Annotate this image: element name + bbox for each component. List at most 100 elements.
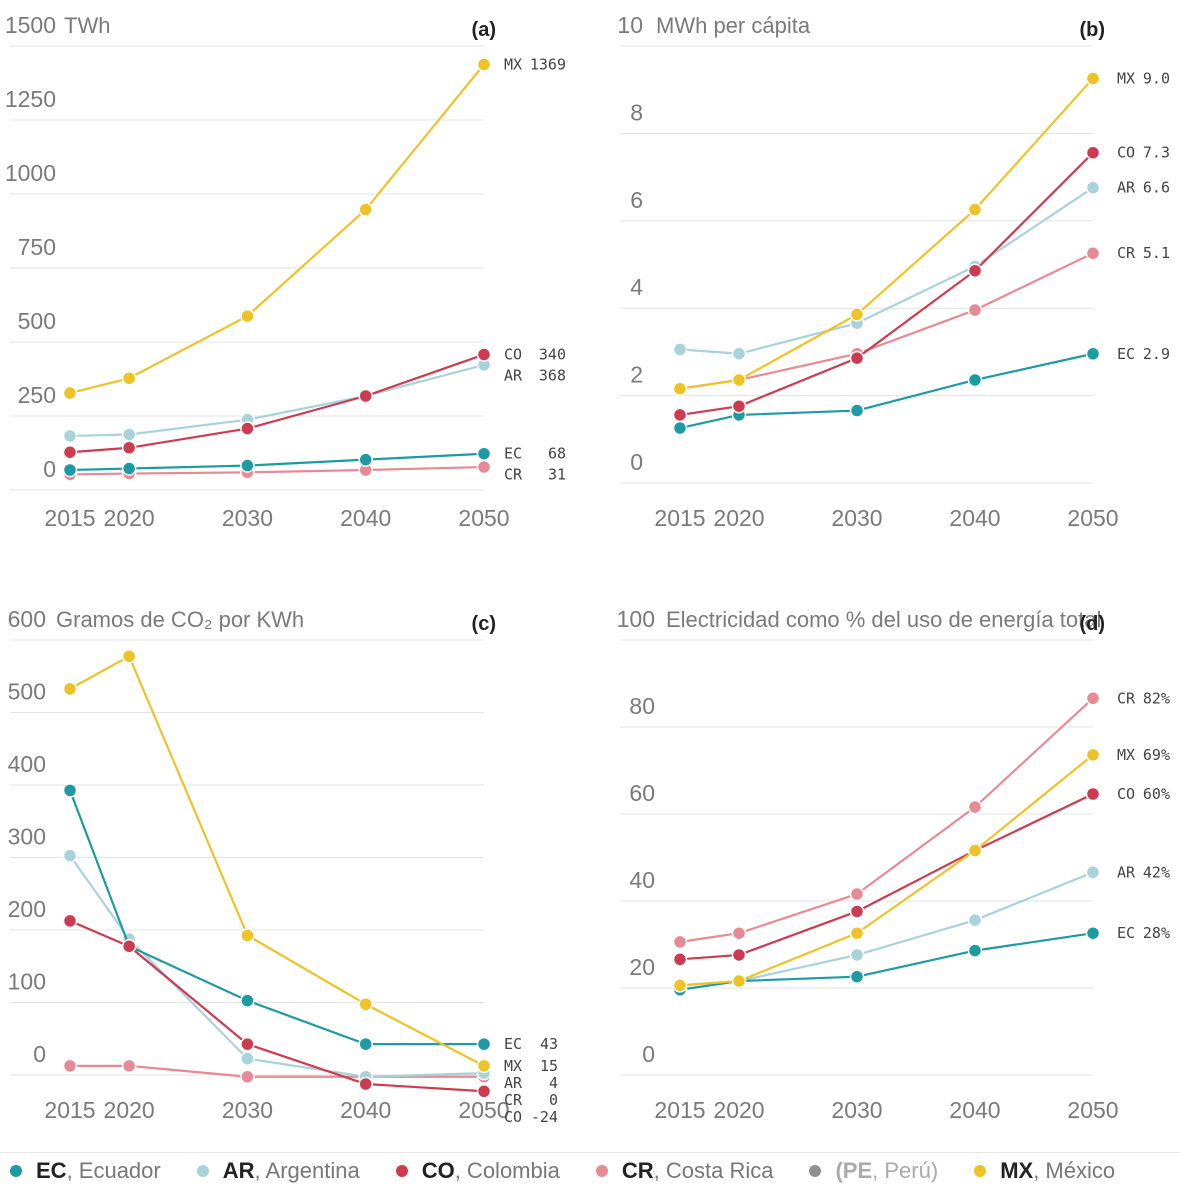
- legend-dot-icon: [395, 1165, 408, 1177]
- data-point: [121, 649, 137, 664]
- legend-item: EC, Ecuador: [10, 1158, 161, 1184]
- end-label-value: 69%: [1143, 746, 1170, 764]
- data-point: [849, 904, 865, 919]
- legend-name: , Colombia: [454, 1158, 560, 1183]
- data-point: [1085, 346, 1101, 361]
- series-ar: [672, 180, 1101, 361]
- data-point: [62, 783, 78, 798]
- y-tick-label: 8: [630, 99, 643, 125]
- x-tick-label: 2040: [949, 505, 1000, 531]
- data-point: [240, 993, 255, 1008]
- legend-code: MX: [1000, 1158, 1034, 1183]
- data-point: [62, 385, 78, 401]
- legend-dot-icon: [10, 1165, 22, 1177]
- end-label-code: CO: [504, 346, 522, 364]
- data-point: [1085, 180, 1101, 195]
- x-tick-label: 2040: [340, 505, 391, 531]
- data-point: [672, 952, 688, 967]
- legend-code: CO: [421, 1158, 455, 1183]
- x-tick-label: 2020: [713, 505, 764, 531]
- end-label-value: 6.6: [1143, 179, 1170, 197]
- data-point: [121, 370, 137, 386]
- data-point: [1085, 747, 1101, 763]
- data-point: [1085, 925, 1101, 941]
- y-tick-label: 1000: [5, 160, 56, 186]
- series-line-mx: [69, 63, 485, 395]
- x-tick-label: 2050: [458, 505, 509, 531]
- data-point: [1085, 71, 1101, 86]
- y-tick-label: 0: [642, 1041, 655, 1067]
- legend-name: , México: [1033, 1158, 1116, 1183]
- data-point: [476, 1084, 492, 1099]
- series-ec: [62, 783, 492, 1052]
- panel-title: Electricidad como % del uso de energía t…: [666, 607, 1101, 632]
- y-tick-label: 0: [630, 449, 643, 475]
- legend-item: MX, México: [974, 1158, 1115, 1184]
- x-tick-label: 2030: [831, 505, 882, 531]
- y-tick-label: 20: [629, 954, 655, 980]
- end-label-code: MX: [1117, 69, 1135, 87]
- data-point: [731, 947, 747, 963]
- data-point: [672, 381, 688, 396]
- y-tick-label: 0: [33, 1041, 46, 1067]
- end-label-value: 9.0: [1143, 69, 1170, 87]
- data-point: [62, 1058, 78, 1074]
- data-point: [1085, 786, 1101, 802]
- legend-name: , Argentina: [254, 1158, 360, 1183]
- data-point: [476, 57, 492, 72]
- end-label-value: 1369: [530, 55, 566, 73]
- end-label-value: 0: [549, 1091, 558, 1109]
- end-label-code: CO: [1117, 144, 1135, 162]
- data-point: [476, 1036, 492, 1052]
- end-label-value: 4: [549, 1074, 558, 1092]
- series-cr: [672, 691, 1101, 950]
- data-point: [62, 444, 78, 460]
- y-tick-label: 500: [18, 308, 56, 334]
- data-point: [358, 452, 373, 467]
- end-label-value: 2.9: [1143, 345, 1170, 363]
- data-point: [476, 459, 492, 475]
- series-co: [672, 145, 1101, 423]
- y-tick-label: 6: [630, 187, 643, 213]
- end-label-value: 28%: [1143, 924, 1170, 942]
- panel-label: (d): [1079, 613, 1105, 635]
- x-tick-label: 2030: [831, 1097, 882, 1123]
- end-label-code: MX: [1117, 746, 1135, 764]
- data-point: [62, 462, 78, 478]
- data-point: [967, 799, 983, 815]
- data-point: [476, 1058, 492, 1074]
- end-label-value: 43: [540, 1035, 558, 1053]
- data-point: [967, 302, 983, 318]
- end-label-code: AR: [504, 1074, 523, 1092]
- legend-code: EC: [36, 1158, 67, 1183]
- end-label-code: AR: [1117, 179, 1136, 197]
- series-line-mx: [69, 654, 485, 1067]
- data-point: [849, 886, 865, 902]
- data-point: [121, 461, 137, 476]
- panel-title: MWh per cápita: [656, 13, 811, 38]
- data-point: [358, 388, 373, 404]
- panel-a: 0 250 500 750 1000 1250 1500 TWh (a) 2015 2020 2030…: [5, 12, 566, 531]
- y-tick-label: 40: [629, 867, 655, 893]
- data-point: [672, 934, 688, 950]
- data-point: [358, 1036, 373, 1052]
- end-label-code: AR: [1117, 863, 1136, 881]
- series-line-cr: [679, 697, 1094, 943]
- data-point: [240, 928, 255, 943]
- end-label-value: 82%: [1143, 689, 1170, 707]
- legend-code: CR: [621, 1158, 654, 1183]
- data-point: [358, 1076, 373, 1092]
- panel-b: 0 2 4 6 8 10 MWh per cápita (b) 2015 2020 2030 2040…: [617, 12, 1170, 531]
- data-point: [476, 446, 492, 461]
- data-point: [967, 843, 983, 858]
- data-point: [731, 925, 747, 941]
- y-tick-label: 500: [8, 679, 46, 705]
- y-tick-label: 600: [8, 606, 46, 632]
- legend-item: CR, Costa Rica: [595, 1158, 773, 1184]
- y-tick-label: 0: [43, 456, 56, 482]
- series-ec: [672, 346, 1101, 436]
- data-point: [967, 202, 983, 217]
- end-label-code: EC: [504, 445, 522, 463]
